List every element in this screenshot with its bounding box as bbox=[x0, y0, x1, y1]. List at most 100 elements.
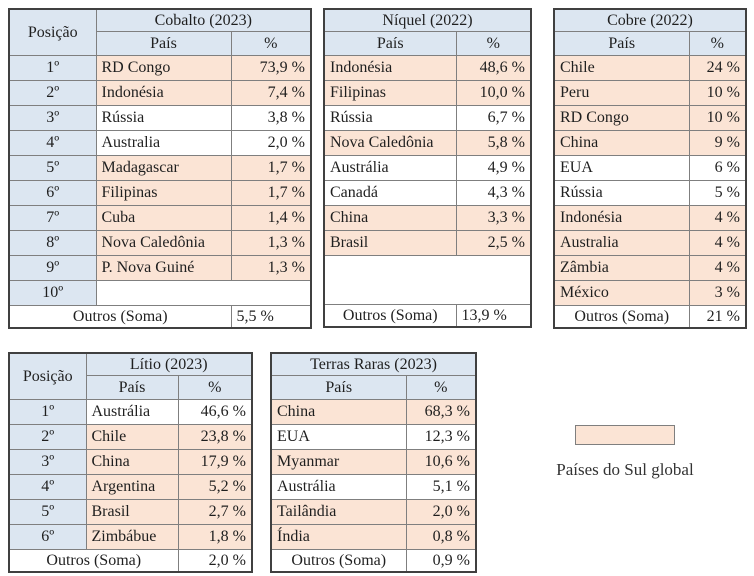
table-row: Índia 0,8 % bbox=[270, 524, 477, 550]
table-row: 7º Cuba 1,4 % bbox=[8, 205, 312, 231]
table-row: Indonésia 48,6 % bbox=[323, 55, 532, 81]
percent-cell: 9 % bbox=[688, 130, 747, 156]
table-row: China 9 % bbox=[553, 130, 747, 156]
country-cell: Peru bbox=[553, 80, 690, 106]
niquel-table: Níquel (2022) País% Indonésia 48,6 % Filipin… bbox=[323, 8, 532, 328]
percent-cell: 2,5 % bbox=[455, 230, 532, 256]
others-value: 5,5 % bbox=[230, 305, 312, 329]
table-row: 9º P. Nova Guiné 1,3 % bbox=[8, 255, 312, 281]
others-label: Outros (Soma) bbox=[8, 305, 232, 329]
country-cell: Filipinas bbox=[323, 80, 457, 106]
country-header: País bbox=[85, 375, 179, 400]
percent-cell: 4 % bbox=[688, 230, 747, 256]
percent-cell: 1,4 % bbox=[230, 205, 312, 231]
table-title: Cobalto (2023) bbox=[95, 8, 312, 32]
country-cell: Canadá bbox=[323, 180, 457, 206]
table-row: 5º Madagascar 1,7 % bbox=[8, 155, 312, 181]
table-row: Peru 10 % bbox=[553, 80, 747, 106]
percent-cell: 46,6 % bbox=[177, 399, 253, 425]
percent-cell: 5,2 % bbox=[177, 474, 253, 500]
table-row: 5º Brasil 2,7 % bbox=[8, 499, 253, 525]
position-header: Posição bbox=[8, 8, 97, 56]
table-row: Myanmar 10,6 % bbox=[270, 449, 477, 475]
position-cell: 5º bbox=[8, 155, 97, 181]
percent-header: % bbox=[688, 31, 747, 56]
country-header: País bbox=[553, 31, 690, 56]
table-title-row: Posição Cobalto (2023) bbox=[8, 8, 312, 56]
table-row: China 68,3 % bbox=[270, 399, 477, 425]
table-row: 3º Rússia 3,8 % bbox=[8, 105, 312, 131]
table-row: 4º Argentina 5,2 % bbox=[8, 474, 253, 500]
percent-cell: 1,3 % bbox=[230, 230, 312, 256]
spacer-row bbox=[323, 255, 532, 305]
percent-cell: 68,3 % bbox=[405, 399, 477, 425]
legend: Países do Sul global bbox=[520, 425, 730, 480]
country-cell: China bbox=[553, 130, 690, 156]
country-cell: Australia bbox=[553, 230, 690, 256]
table-row: Rússia 6,7 % bbox=[323, 105, 532, 131]
others-row: Outros (Soma) 0,9 % bbox=[270, 549, 477, 573]
table-row: Zâmbia 4 % bbox=[553, 255, 747, 281]
others-label: Outros (Soma) bbox=[8, 549, 179, 573]
country-cell: Chile bbox=[85, 424, 179, 450]
country-cell: Madagascar bbox=[95, 155, 232, 181]
percent-cell: 10,0 % bbox=[455, 80, 532, 106]
country-cell: Zâmbia bbox=[553, 255, 690, 281]
country-cell: Nova Caledônia bbox=[95, 230, 232, 256]
percent-cell: 3,3 % bbox=[455, 205, 532, 231]
percent-cell: 5,8 % bbox=[455, 130, 532, 156]
country-cell: RD Congo bbox=[95, 55, 232, 81]
position-cell: 7º bbox=[8, 205, 97, 231]
terras-raras-table: Terras Raras (2023) País% China 68,3 % EUA 12… bbox=[270, 352, 477, 573]
table-header-row: País% bbox=[553, 31, 747, 56]
percent-cell: 1,7 % bbox=[230, 155, 312, 181]
table-row: Nova Caledônia 5,8 % bbox=[323, 130, 532, 156]
country-cell: Indonésia bbox=[553, 205, 690, 231]
table-title: Cobre (2022) bbox=[553, 8, 747, 32]
country-cell: China bbox=[85, 449, 179, 475]
table-row: China 3,3 % bbox=[323, 205, 532, 231]
percent-cell: 4,9 % bbox=[455, 155, 532, 181]
position-cell: 4º bbox=[8, 130, 97, 156]
country-cell: Austrália bbox=[323, 155, 457, 181]
percent-cell: 4 % bbox=[688, 255, 747, 281]
percent-header: % bbox=[230, 31, 312, 56]
percent-cell: 1,3 % bbox=[230, 255, 312, 281]
percent-cell: 73,9 % bbox=[230, 55, 312, 81]
table-row: 10º bbox=[8, 280, 312, 306]
country-cell: Brasil bbox=[85, 499, 179, 525]
country-cell: Filipinas bbox=[95, 180, 232, 206]
table-row: México 3 % bbox=[553, 280, 747, 306]
table-row: 2º Indonésia 7,4 % bbox=[8, 80, 312, 106]
table-title-row: Terras Raras (2023) bbox=[270, 352, 477, 376]
others-value: 0,9 % bbox=[405, 549, 477, 573]
others-label: Outros (Soma) bbox=[270, 549, 407, 573]
position-cell: 6º bbox=[8, 524, 87, 550]
position-cell: 9º bbox=[8, 255, 97, 281]
table-header-row: País% bbox=[270, 375, 477, 400]
percent-cell: 2,7 % bbox=[177, 499, 253, 525]
percent-cell: 3 % bbox=[688, 280, 747, 306]
percent-cell: 10 % bbox=[688, 80, 747, 106]
cobalto-table: Posição Cobalto (2023) País% 1º RD Congo 73,9… bbox=[8, 8, 312, 329]
country-cell: Índia bbox=[270, 524, 407, 550]
others-label: Outros (Soma) bbox=[553, 305, 690, 329]
country-header: País bbox=[95, 31, 232, 56]
position-cell: 3º bbox=[8, 449, 87, 475]
spacer-cell bbox=[323, 255, 532, 305]
percent-cell: 6 % bbox=[688, 155, 747, 181]
percent-cell: 24 % bbox=[688, 55, 747, 81]
position-cell: 2º bbox=[8, 424, 87, 450]
percent-cell: 2,0 % bbox=[230, 130, 312, 156]
percent-cell: 3,8 % bbox=[230, 105, 312, 131]
country-cell: Nova Caledônia bbox=[323, 130, 457, 156]
table-row: EUA 12,3 % bbox=[270, 424, 477, 450]
others-row: Outros (Soma) 2,0 % bbox=[8, 549, 253, 573]
table-row: Tailândia 2,0 % bbox=[270, 499, 477, 525]
percent-cell: 12,3 % bbox=[405, 424, 477, 450]
position-cell: 4º bbox=[8, 474, 87, 500]
percent-cell: 0,8 % bbox=[405, 524, 477, 550]
empty-cell bbox=[95, 280, 312, 306]
table-row: Austrália 4,9 % bbox=[323, 155, 532, 181]
